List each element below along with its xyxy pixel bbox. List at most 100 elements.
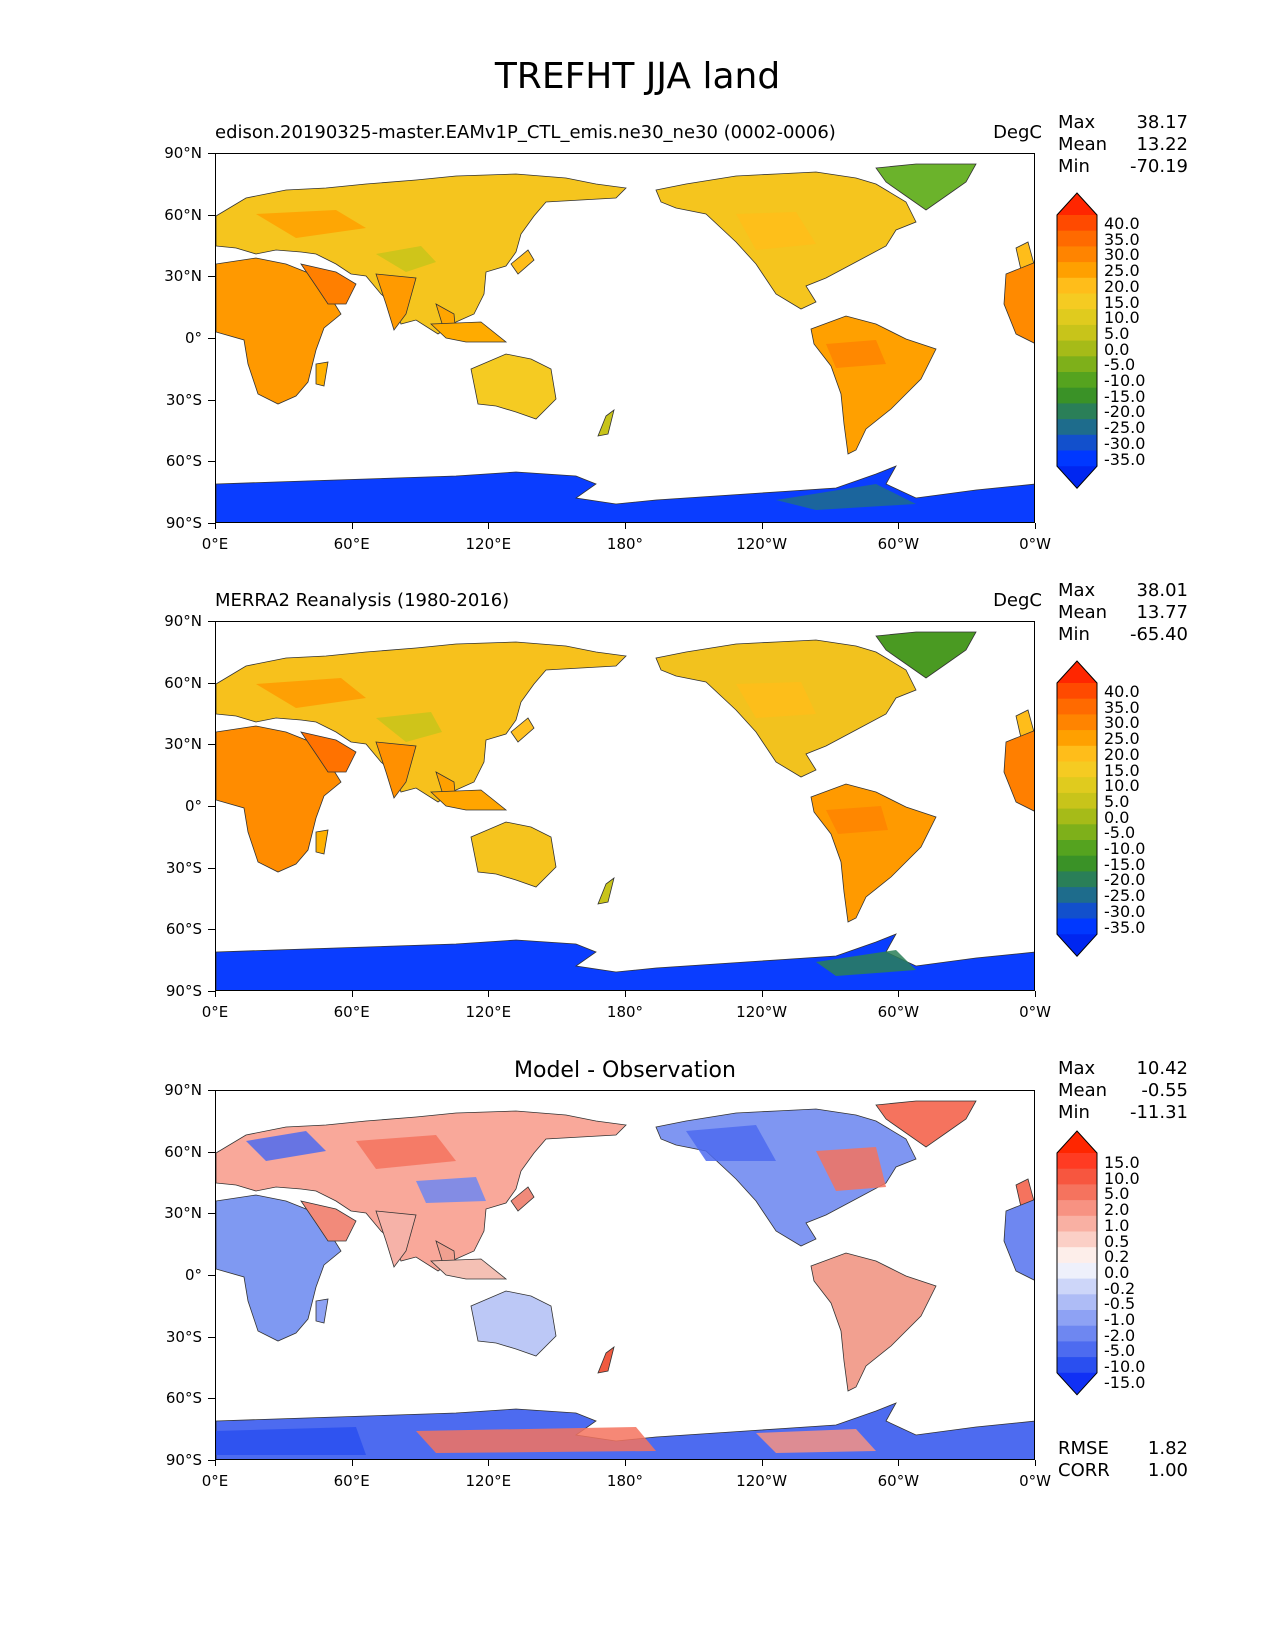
- stats-box: Max 10.42 Mean -0.55 Min -11.31: [1058, 1058, 1188, 1124]
- stat-value: 1.00: [1147, 1460, 1188, 1481]
- land-greenland: [875, 1100, 977, 1148]
- colorbar-tick-label: 30.0: [1104, 713, 1140, 733]
- lat-tick: [208, 461, 215, 463]
- panel-title: Model - Observation: [514, 1058, 736, 1083]
- colorbar-tick-label: 5.0: [1104, 323, 1130, 343]
- colorbar-segment: [1057, 372, 1097, 389]
- land-india: [375, 273, 417, 331]
- land-arabia: [300, 263, 357, 305]
- colorbar-tick-label: 35.0: [1104, 229, 1140, 249]
- colorbar-segment: [1057, 855, 1097, 872]
- lat-tick-label: 90°N: [164, 1081, 202, 1099]
- colorbar-tick-label: -5.0: [1104, 1341, 1136, 1361]
- lon-tick-label: 120°W: [736, 535, 788, 553]
- land-australia: [470, 1290, 557, 1357]
- lon-tick-label: 0°E: [201, 535, 229, 553]
- colorbar-tick-label: 15.0: [1104, 1153, 1140, 1172]
- lat-tick: [208, 338, 215, 339]
- colorbar-tick-label: 1.0: [1104, 1215, 1130, 1235]
- colorbar-tick-label: 40.0: [1104, 214, 1140, 233]
- contour-patch: [736, 212, 816, 250]
- lat-tick: [208, 1090, 215, 1091]
- colorbar-tick-label: 20.0: [1104, 276, 1140, 296]
- lat-tick: [208, 523, 215, 524]
- stat-label: Max: [1058, 1058, 1096, 1079]
- lon-tick-label: 180°: [606, 1003, 644, 1021]
- land-australia: [470, 353, 557, 420]
- colorbar-segment: [1057, 840, 1097, 857]
- lat-tick: [208, 929, 215, 931]
- land-africa: [216, 725, 342, 873]
- colorbar-tick-label: 5.0: [1104, 791, 1130, 811]
- stat-label: CORR: [1058, 1460, 1110, 1481]
- land-nz: [597, 877, 615, 905]
- contour-patch: [816, 950, 916, 976]
- contour-patch: [736, 682, 816, 718]
- lon-tick-label: 120°W: [736, 1472, 788, 1490]
- lon-tick: [215, 991, 216, 997]
- colorbar-segment: [1057, 309, 1097, 326]
- colorbar-segment: [1057, 246, 1097, 263]
- lon-tick: [488, 523, 490, 529]
- colorbar-tick-label: -10.0: [1104, 1357, 1146, 1377]
- colorbar-segment: [1057, 808, 1097, 825]
- map-obs: [215, 621, 1035, 991]
- land-africa: [216, 1194, 342, 1342]
- lat-tick-label: 60°S: [165, 920, 202, 939]
- colorbar-tick-label: 0.0: [1104, 339, 1130, 359]
- contour-patch: [376, 246, 436, 272]
- panel-title: MERRA2 Reanalysis (1980-2016): [215, 590, 510, 611]
- contour-patch: [756, 1429, 876, 1453]
- lon-tick: [625, 1460, 626, 1466]
- colorbar-segment: [1057, 777, 1097, 794]
- map-svg: [216, 1100, 1034, 1459]
- land-indonesia: [430, 1258, 508, 1280]
- colorbar-segment: [1057, 1278, 1097, 1295]
- land-southamerica: [810, 783, 937, 923]
- colorbar-tick-label: -5.0: [1104, 355, 1136, 375]
- colorbar-segment: [1057, 683, 1097, 700]
- land-indonesia: [430, 321, 508, 343]
- land-uk: [1015, 709, 1034, 739]
- colorbar-segment: [1057, 387, 1097, 404]
- colorbar-segment: [1057, 698, 1097, 715]
- land-africa: [216, 257, 342, 405]
- lon-tick-label: 0°E: [201, 1003, 229, 1021]
- colorbar: [1056, 192, 1100, 493]
- lat-tick-label: 60°N: [164, 205, 202, 224]
- lon-tick: [625, 523, 626, 529]
- colorbar-segment: [1057, 1215, 1097, 1232]
- colorbar-labels: 15.0 10.0 5.0 2.0 1.0 0.5 0.2 0.0 -0.2 -0.5 -1.0 -2…: [1104, 1155, 1145, 1391]
- colorbar-tick-label: -10.0: [1104, 371, 1146, 391]
- lon-tick-label: 0°E: [201, 1472, 229, 1490]
- contour-patch: [246, 1131, 326, 1161]
- colorbar-segment: [1057, 1294, 1097, 1311]
- colorbar-tick-label: 5.0: [1104, 1184, 1130, 1204]
- contour-patch: [356, 1135, 456, 1169]
- stat-label: Max: [1058, 580, 1096, 601]
- lon-tick: [351, 991, 353, 997]
- land-westafrica-edge: [1003, 1199, 1034, 1281]
- lat-tick: [208, 153, 215, 154]
- colorbar-segment: [1057, 215, 1097, 232]
- contour-patch: [826, 340, 886, 368]
- lon-tick-label: 60°E: [333, 535, 370, 553]
- lat-tick-label: 30°N: [164, 267, 202, 286]
- lat-tick-label: 0°: [184, 329, 202, 347]
- lon-tick: [898, 523, 900, 529]
- land-japan: [510, 1186, 535, 1212]
- contour-patch: [216, 1427, 366, 1455]
- land-madagascar: [315, 1298, 329, 1324]
- colorbar-segment: [1057, 230, 1097, 247]
- colorbar-tick-label: 10.0: [1104, 776, 1140, 796]
- colorbar-segment: [1057, 714, 1097, 731]
- lat-tick-label: 90°S: [165, 1451, 202, 1469]
- lon-tick-label: 120°E: [465, 1472, 512, 1490]
- panel-title: edison.20190325-master.EAMv1P_CTL_emis.n…: [215, 122, 836, 143]
- skill-stats: RMSE 1.82 CORR 1.00: [1058, 1438, 1188, 1482]
- lat-tick: [208, 1275, 215, 1276]
- lon-tick: [1035, 991, 1036, 997]
- colorbar-segment: [1057, 730, 1097, 747]
- lon-tick-label: 0°W: [1019, 535, 1051, 553]
- colorbar-extend-max: [1057, 1131, 1097, 1153]
